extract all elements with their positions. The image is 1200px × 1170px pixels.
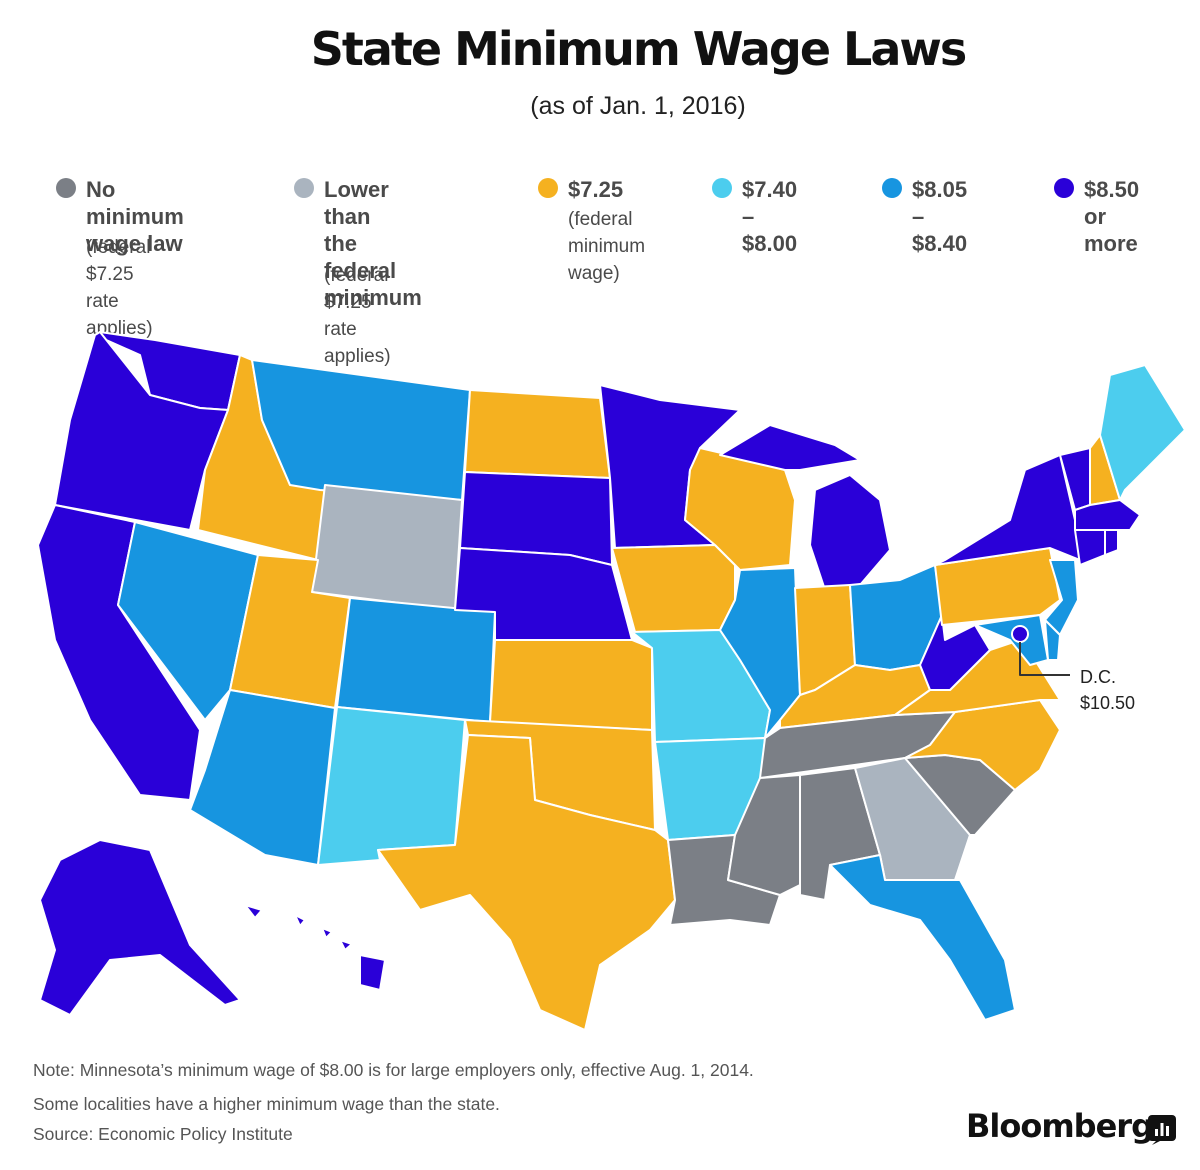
- dc-leader-line: [1019, 642, 1070, 676]
- note-localities: Some localities have a higher minimum wa…: [33, 1094, 500, 1114]
- state-nd: [464, 389, 611, 479]
- note-minnesota: Note: Minnesota’s minimum wage of $8.00 …: [33, 1060, 754, 1080]
- legend-label-top: $8.50 or more: [1084, 177, 1140, 256]
- state-hi: [244, 904, 386, 991]
- dc-callout: D.C. $10.50: [1080, 664, 1135, 716]
- state-wy: [311, 484, 463, 611]
- chart-title: State Minimum Wage Laws: [310, 22, 968, 76]
- state-mi: [719, 424, 891, 591]
- state-nc: [904, 699, 1061, 791]
- state-nm: [317, 706, 466, 866]
- legend-note-federal: (federal minimum wage): [568, 209, 646, 284]
- legend-label-federal: $7.25: [568, 177, 624, 202]
- state-md: [974, 614, 1049, 666]
- legend-label-lower: Lower than the federal minimum: [324, 177, 422, 310]
- legend-swatch-no-law: [56, 178, 76, 198]
- state-ks: [489, 639, 653, 731]
- state-nv: [117, 521, 259, 721]
- legend-swatch-top: [1054, 178, 1074, 198]
- state-tx: [377, 734, 676, 1031]
- legend-note-lower: (federal $7.25 rate applies): [324, 265, 391, 367]
- state-az: [189, 689, 336, 866]
- legend-note-no-law: (federal $7.25 rate applies): [86, 237, 153, 339]
- chart-subtitle: (as of Jan. 1, 2016): [530, 92, 746, 120]
- dc-callout-value: $10.50: [1080, 693, 1136, 713]
- legend-swatch-federal: [538, 178, 558, 198]
- state-ak: [39, 839, 241, 1016]
- state-co: [336, 597, 496, 723]
- us-map: [37, 331, 1186, 1031]
- state-ct: [1074, 529, 1106, 566]
- state-ia: [611, 544, 736, 633]
- legend-label-high: $8.05 – $8.40: [912, 177, 968, 256]
- state-ri: [1104, 529, 1119, 556]
- state-ny: [934, 454, 1081, 566]
- state-me: [1099, 364, 1186, 501]
- legend-label-no-law: No minimum wage law: [86, 177, 184, 256]
- dc-callout-name: D.C.: [1080, 667, 1116, 687]
- legend-swatch-mid: [712, 178, 732, 198]
- state-fl: [829, 854, 1016, 1021]
- legend-label-mid: $7.40 – $8.00: [742, 177, 798, 256]
- state-dc: [1011, 625, 1029, 643]
- bloomberg-logo: Bloomberg: [966, 1107, 1154, 1145]
- legend-swatch-lower: [294, 178, 314, 198]
- bloomberg-chart-icon: [1148, 1115, 1176, 1145]
- legend-swatch-high: [882, 178, 902, 198]
- state-de: [1044, 619, 1061, 661]
- source-note: Source: Economic Policy Institute: [33, 1124, 293, 1144]
